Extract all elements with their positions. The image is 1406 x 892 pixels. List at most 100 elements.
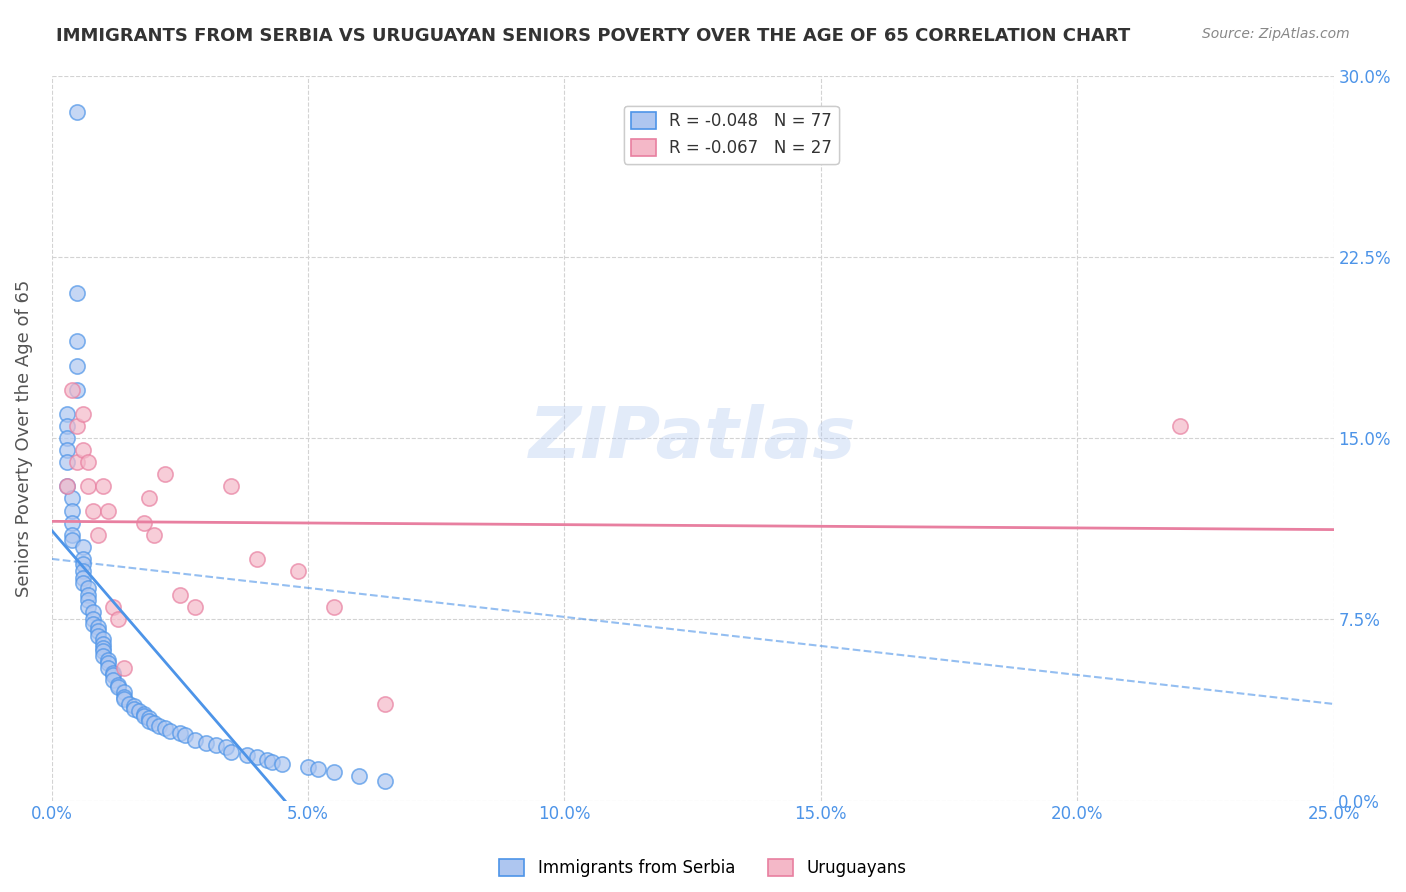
Point (82, 617, 104, 632)
Point (143, 527, 166, 541)
Point (76, 581, 98, 595)
Point (87, 619, 110, 633)
Point (56, 455, 79, 469)
Point (72, 571, 94, 585)
Point (56, 479, 79, 493)
Text: IMMIGRANTS FROM SERBIA VS URUGUAYAN SENIORS POVERTY OVER THE AGE OF 65 CORRELATI: IMMIGRANTS FROM SERBIA VS URUGUAYAN SENI… (56, 27, 1130, 45)
Point (307, 762, 329, 776)
Point (72, 557, 94, 571)
Point (256, 752, 278, 766)
Point (72, 407, 94, 421)
Point (82, 503, 104, 517)
Point (56, 443, 79, 458)
Point (76, 455, 98, 469)
Point (76, 479, 98, 493)
Point (349, 769, 371, 783)
Point (103, 665, 125, 680)
Point (374, 774, 396, 789)
Point (66, 286, 89, 301)
Point (60, 491, 83, 506)
Point (174, 728, 197, 742)
Point (91, 632, 114, 646)
Point (103, 668, 125, 682)
Point (97, 503, 120, 517)
Point (87, 624, 110, 639)
Point (271, 757, 294, 772)
Point (143, 716, 166, 731)
Point (60, 503, 83, 517)
Point (66, 455, 89, 469)
Point (91, 644, 114, 658)
Point (76, 600, 98, 615)
Point (122, 702, 145, 716)
Point (128, 704, 150, 718)
Point (87, 527, 110, 541)
Point (297, 760, 319, 774)
Point (91, 636, 114, 650)
Point (72, 564, 94, 578)
Text: Source: ZipAtlas.com: Source: ZipAtlas.com (1202, 27, 1350, 41)
Point (322, 764, 344, 779)
Point (76, 588, 98, 602)
Point (72, 540, 94, 554)
Point (138, 491, 160, 506)
Point (66, 334, 89, 349)
Point (148, 719, 170, 733)
Point (107, 677, 129, 691)
Point (215, 740, 238, 755)
Point (103, 673, 125, 687)
Point (97, 653, 120, 667)
Point (153, 467, 176, 482)
Point (60, 383, 83, 397)
Point (169, 588, 191, 602)
Point (112, 661, 135, 675)
Point (219, 745, 242, 759)
Point (118, 697, 141, 711)
Point (66, 104, 89, 119)
Point (72, 443, 94, 458)
Point (374, 697, 396, 711)
Point (132, 706, 155, 721)
Point (91, 648, 114, 663)
Point (91, 641, 114, 656)
Point (66, 419, 89, 434)
Point (262, 755, 284, 769)
Point (72, 576, 94, 591)
Point (97, 661, 120, 675)
Point (97, 656, 120, 670)
Point (112, 690, 135, 704)
Point (82, 612, 104, 626)
Point (1168, 419, 1191, 434)
Point (287, 564, 309, 578)
Point (219, 479, 242, 493)
Point (60, 527, 83, 541)
Point (56, 419, 79, 434)
Y-axis label: Seniors Poverty Over the Age of 65: Seniors Poverty Over the Age of 65 (15, 279, 32, 597)
Legend: R = -0.048   N = 77, R = -0.067   N = 27: R = -0.048 N = 77, R = -0.067 N = 27 (624, 105, 838, 163)
Point (322, 600, 344, 615)
Point (56, 479, 79, 493)
Point (87, 629, 110, 643)
Point (159, 723, 181, 738)
Point (56, 407, 79, 421)
Point (72, 552, 94, 566)
Point (91, 479, 114, 493)
Point (56, 431, 79, 445)
Point (132, 516, 155, 530)
Point (82, 605, 104, 619)
Point (60, 533, 83, 547)
Point (169, 726, 191, 740)
Point (194, 736, 217, 750)
Point (184, 600, 207, 615)
Point (76, 593, 98, 607)
Legend: Immigrants from Serbia, Uruguayans: Immigrants from Serbia, Uruguayans (492, 852, 914, 884)
Point (138, 714, 160, 728)
Point (122, 699, 145, 714)
Point (235, 747, 257, 762)
Point (184, 733, 207, 747)
Point (60, 516, 83, 530)
Point (66, 383, 89, 397)
Point (107, 680, 129, 694)
Point (112, 692, 135, 706)
Point (246, 750, 269, 764)
